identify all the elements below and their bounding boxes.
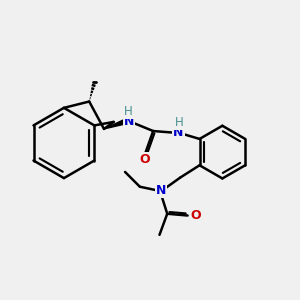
Polygon shape bbox=[104, 119, 127, 129]
Text: H: H bbox=[124, 105, 133, 118]
Text: N: N bbox=[124, 115, 134, 128]
Text: O: O bbox=[190, 209, 201, 222]
Text: O: O bbox=[140, 153, 150, 166]
Text: N: N bbox=[173, 126, 184, 139]
Text: H: H bbox=[175, 116, 184, 129]
Text: N: N bbox=[156, 184, 166, 197]
